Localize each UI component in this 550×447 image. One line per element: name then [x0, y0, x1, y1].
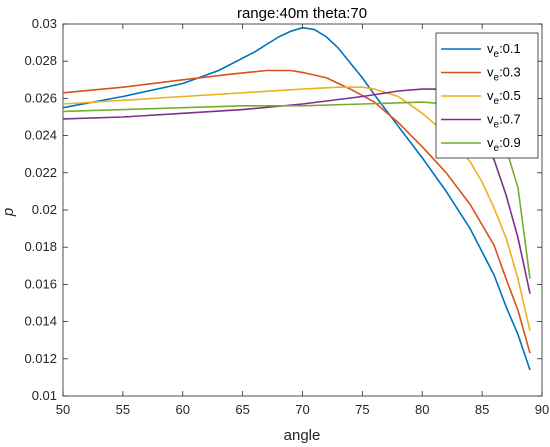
y-tick-label: 0.016 — [24, 276, 57, 291]
x-tick-label: 75 — [355, 402, 369, 417]
legend-label-main: v — [487, 65, 494, 80]
y-tick-label: 0.01 — [32, 388, 57, 403]
legend-label: ve:0.5 — [487, 88, 521, 107]
legend-label-subscript: e — [494, 73, 500, 84]
x-tick-label: 60 — [176, 402, 190, 417]
y-tick-label: 0.012 — [24, 351, 57, 366]
legend-label-value: :0.5 — [499, 88, 521, 103]
x-tick-label: 55 — [116, 402, 130, 417]
series-line-07 — [62, 88, 531, 294]
legend-label: ve:0.1 — [487, 41, 521, 60]
x-axis-label: angle — [284, 427, 321, 444]
x-tick-label: 80 — [415, 402, 429, 417]
y-tick-label: 0.02 — [32, 202, 57, 217]
series-line-05 — [62, 86, 531, 332]
series-group — [62, 26, 531, 371]
legend-label-subscript: e — [494, 49, 500, 60]
legend-label-value: :0.3 — [499, 65, 521, 80]
y-tick-label: 0.03 — [32, 16, 57, 31]
legend: ve:0.1ve:0.3ve:0.5ve:0.7ve:0.9 — [435, 32, 539, 159]
legend-label: ve:0.9 — [487, 135, 521, 154]
legend-label-main: v — [487, 41, 494, 56]
y-tick-label: 0.018 — [24, 239, 57, 254]
legend-label: ve:0.7 — [487, 112, 521, 131]
legend-label-subscript: e — [494, 120, 500, 131]
series-line-03 — [62, 69, 531, 354]
legend-label-subscript: e — [494, 143, 500, 154]
legend-label-main: v — [487, 88, 494, 103]
y-tick-label: 0.024 — [24, 128, 57, 143]
x-tick-label: 65 — [235, 402, 249, 417]
y-axis: 0.01 0.012 0.014 0.016 0.018 0.02 0.022 0.024 0.… — [24, 16, 542, 403]
legend-label-value: :0.9 — [499, 135, 521, 150]
legend-label: ve:0.3 — [487, 65, 521, 84]
y-axis-label: p — [0, 208, 17, 217]
x-tick-label: 70 — [295, 402, 309, 417]
y-tick-label: 0.026 — [24, 90, 57, 105]
legend-label-main: v — [487, 112, 494, 127]
legend-label-main: v — [487, 135, 494, 150]
y-tick-label: 0.014 — [24, 314, 57, 329]
legend-label-value: :0.1 — [499, 41, 521, 56]
y-tick-label: 0.022 — [24, 165, 57, 180]
chart-title: range:40m theta:70 — [237, 5, 367, 22]
x-axis: 50 55 60 65 70 75 80 85 90 — [56, 24, 549, 417]
x-tick-label: 50 — [56, 402, 70, 417]
legend-label-subscript: e — [494, 96, 500, 107]
y-tick-label: 0.028 — [24, 53, 57, 68]
x-tick-label: 90 — [535, 402, 549, 417]
x-tick-label: 85 — [475, 402, 489, 417]
series-line-01 — [62, 26, 531, 371]
legend-label-value: :0.7 — [499, 112, 521, 127]
